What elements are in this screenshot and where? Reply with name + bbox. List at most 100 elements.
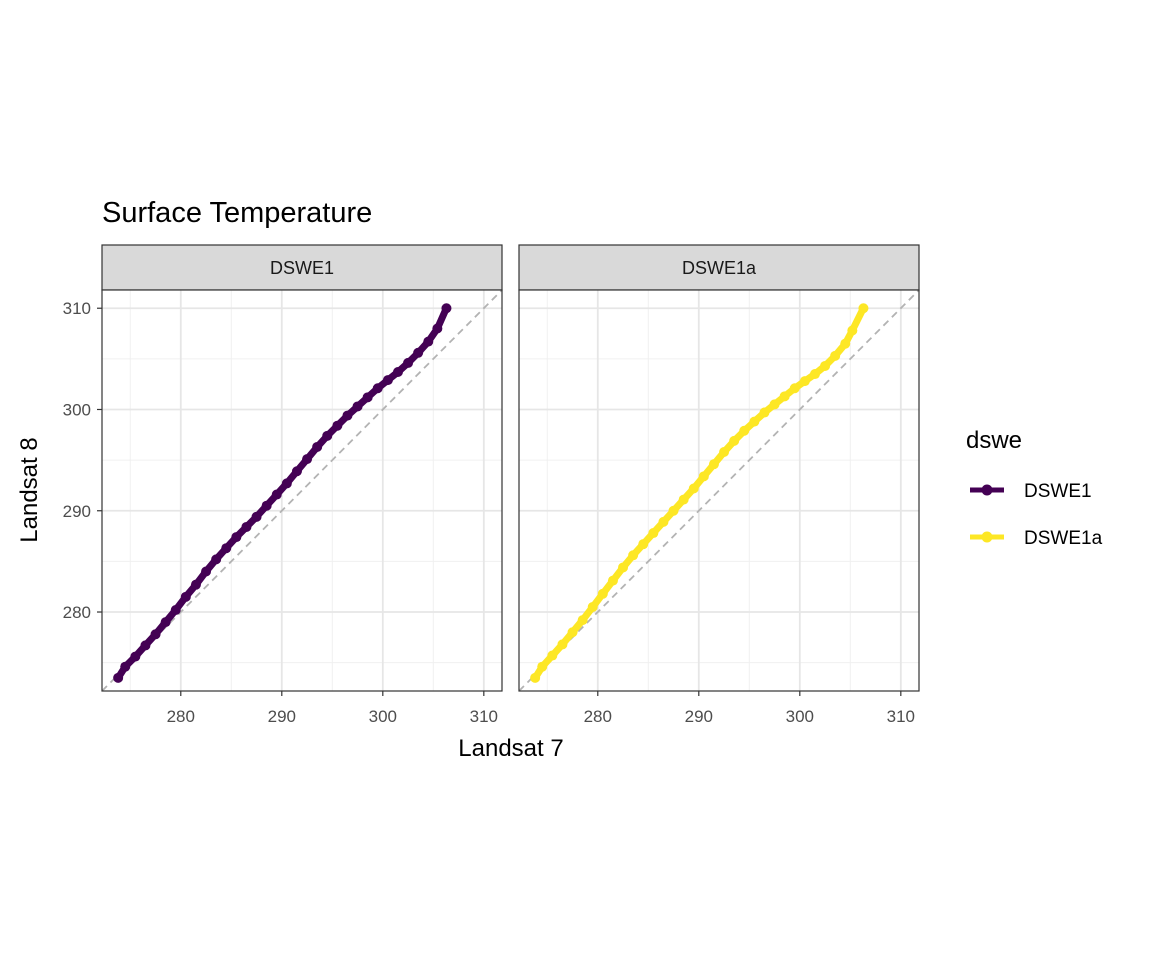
data-point [231, 532, 242, 543]
data-point [678, 494, 689, 505]
y-tick-label: 280 [63, 603, 91, 622]
data-point [130, 651, 141, 662]
y-tick-label: 300 [63, 400, 91, 419]
data-point [618, 562, 629, 573]
data-point [708, 459, 719, 470]
legend-item-label: DSWE1a [1024, 528, 1103, 549]
data-point [302, 454, 313, 465]
y-axis-label: Landsat 8 [16, 437, 43, 542]
plot-area [102, 290, 502, 691]
data-point [413, 347, 424, 358]
data-point [530, 672, 541, 683]
facet-strip-background [518, 244, 920, 291]
data-point [607, 575, 618, 586]
data-point [271, 489, 282, 500]
data-point [547, 650, 558, 661]
data-point [698, 471, 709, 482]
data-point [211, 554, 222, 565]
data-point [537, 661, 548, 672]
data-point [352, 401, 363, 412]
data-point [729, 435, 740, 446]
panel-border [101, 289, 503, 692]
x-tick-label: 290 [268, 707, 296, 726]
facet-panel-dswe1a: DSWE1a 280 290 300 310 [518, 244, 920, 726]
facet-panels: DSWE1 280 290 300 310 280 290 300 310 DSWE1a 280 29… [63, 244, 920, 726]
series-line [114, 304, 450, 682]
data-point [587, 601, 598, 612]
data-point [628, 550, 639, 561]
data-point [749, 416, 760, 427]
data-point [840, 338, 851, 349]
data-point [382, 375, 393, 386]
data-point [658, 516, 669, 527]
data-point [261, 500, 272, 511]
data-point [160, 617, 171, 628]
legend-title: dswe [966, 427, 1022, 454]
data-point [759, 407, 770, 418]
data-point [441, 303, 452, 314]
data-point [739, 425, 750, 436]
data-point [281, 478, 292, 489]
data-point [769, 399, 780, 410]
data-point [170, 604, 181, 615]
data-point [820, 360, 831, 371]
data-point [362, 392, 373, 403]
legend-key-point [981, 484, 993, 496]
data-point [372, 383, 383, 394]
y-tick-label: 290 [63, 502, 91, 521]
data-point [719, 447, 730, 458]
data-point [847, 325, 858, 336]
x-tick-label: 310 [887, 707, 915, 726]
facet-strip-label: DSWE1a [682, 258, 757, 278]
data-point [577, 615, 588, 626]
data-point [423, 336, 434, 347]
x-tick-label: 310 [470, 707, 498, 726]
data-point [432, 323, 443, 334]
data-point [809, 369, 820, 380]
data-point [342, 410, 353, 421]
data-point [392, 367, 403, 378]
data-point [597, 588, 608, 599]
legend-item-dswe1: DSWE1 [970, 481, 1092, 502]
legend-key-point [981, 531, 993, 543]
legend-item-dswe1a: DSWE1a [970, 528, 1103, 549]
plot-area [519, 290, 919, 691]
x-tick-label: 280 [167, 707, 195, 726]
data-point [251, 511, 262, 522]
data-point [291, 466, 302, 477]
data-point [779, 391, 790, 402]
x-axis-label: Landsat 7 [458, 735, 563, 762]
y-tick-label: 310 [63, 299, 91, 318]
data-point [648, 528, 659, 539]
data-point [221, 543, 232, 554]
data-point [799, 376, 810, 387]
data-point [830, 350, 841, 361]
data-point [403, 357, 414, 368]
data-point [567, 627, 578, 638]
data-point [140, 640, 151, 651]
chart-title: Surface Temperature [102, 197, 372, 229]
series-line [531, 304, 867, 682]
data-point [150, 629, 161, 640]
legend-item-label: DSWE1 [1024, 481, 1092, 502]
facet-strip-background [101, 244, 503, 291]
data-point [322, 430, 333, 441]
x-tick-label: 300 [786, 707, 814, 726]
facet-strip-label: DSWE1 [270, 258, 334, 278]
data-point [789, 383, 800, 394]
panel-border [518, 289, 920, 692]
data-point [190, 579, 201, 590]
x-tick-label: 280 [584, 707, 612, 726]
facet-panel-dswe1: DSWE1 280 290 300 310 280 290 300 310 [63, 244, 503, 726]
x-tick-label: 290 [685, 707, 713, 726]
reference-line-1to1 [102, 290, 502, 691]
data-point [688, 483, 699, 494]
data-point [120, 661, 131, 672]
data-point [312, 441, 323, 452]
data-point [332, 420, 343, 431]
data-point [113, 672, 124, 683]
legend: dswe DSWE1 DSWE1a [966, 427, 1103, 549]
x-tick-label: 300 [369, 707, 397, 726]
data-point [180, 591, 191, 602]
